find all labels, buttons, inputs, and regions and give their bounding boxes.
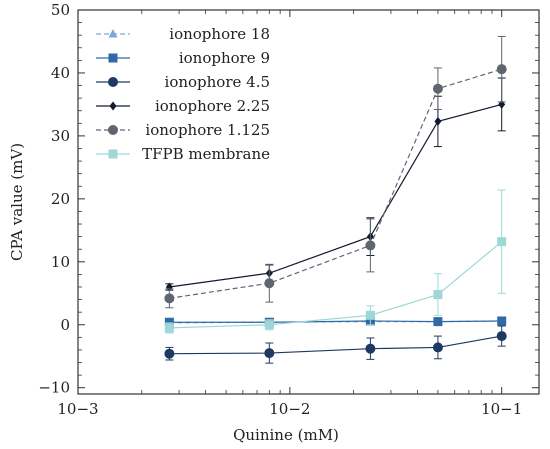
x-tick-label: 10−1 xyxy=(481,400,522,418)
data-point xyxy=(164,293,175,304)
series-line xyxy=(169,241,503,329)
data-point xyxy=(365,310,375,320)
y-tick-label: 20 xyxy=(51,190,70,208)
y-tick-label: 40 xyxy=(51,64,70,82)
y-tick-label: 0 xyxy=(60,316,70,334)
data-point xyxy=(433,290,443,300)
legend-marker xyxy=(108,77,118,87)
data-point xyxy=(497,237,507,247)
data-point xyxy=(365,240,376,251)
x-axis-ticks: 10−3 10−2 10−1 xyxy=(57,10,522,418)
y-axis-label: CPA value (mV) xyxy=(8,143,26,261)
series-line xyxy=(169,320,502,323)
series-4 xyxy=(164,35,507,309)
y-axis-ticks: −10 0 10 20 30 40 50 xyxy=(38,1,539,397)
x-tick-label: 10−2 xyxy=(269,400,310,418)
legend-label: ionophore 18 xyxy=(169,25,270,43)
data-point xyxy=(434,116,442,126)
data-point xyxy=(164,317,174,327)
series-5 xyxy=(164,189,507,334)
y-tick-label: 30 xyxy=(51,127,70,145)
y-tick-label: 50 xyxy=(51,1,70,19)
legend-label: TFPB membrane xyxy=(142,145,270,163)
data-point xyxy=(496,64,507,75)
data-point xyxy=(264,320,274,330)
x-axis-label: Quinine (mM) xyxy=(233,426,339,444)
legend-label: ionophore 9 xyxy=(179,49,270,67)
x-tick-label: 10−3 xyxy=(57,400,98,418)
plot-frame xyxy=(77,9,540,395)
y-tick-label: 10 xyxy=(51,253,70,271)
legend-marker xyxy=(108,29,118,38)
series-2 xyxy=(164,325,507,364)
data-point xyxy=(365,343,376,354)
series-layer xyxy=(164,35,507,364)
legend-label: ionophore 4.5 xyxy=(165,73,270,91)
data-point xyxy=(264,278,275,289)
data-point xyxy=(164,323,174,333)
y-tick-label: −10 xyxy=(38,379,70,397)
data-point xyxy=(432,83,443,94)
data-point xyxy=(433,317,443,327)
data-point xyxy=(496,331,507,342)
legend-marker xyxy=(109,101,117,111)
series-line xyxy=(169,335,502,355)
data-point xyxy=(497,316,507,326)
data-point xyxy=(264,348,275,359)
legend-marker xyxy=(108,53,118,63)
legend-marker xyxy=(108,125,118,135)
legend: ionophore 18 ionophore 9 ionophore 4.5 iono… xyxy=(96,25,270,163)
data-point xyxy=(432,342,443,353)
data-point xyxy=(164,348,175,359)
legend-marker xyxy=(108,149,118,159)
plot-area xyxy=(77,9,540,395)
legend-label: ionophore 1.125 xyxy=(145,121,270,139)
legend-label: ionophore 2.25 xyxy=(155,97,270,115)
